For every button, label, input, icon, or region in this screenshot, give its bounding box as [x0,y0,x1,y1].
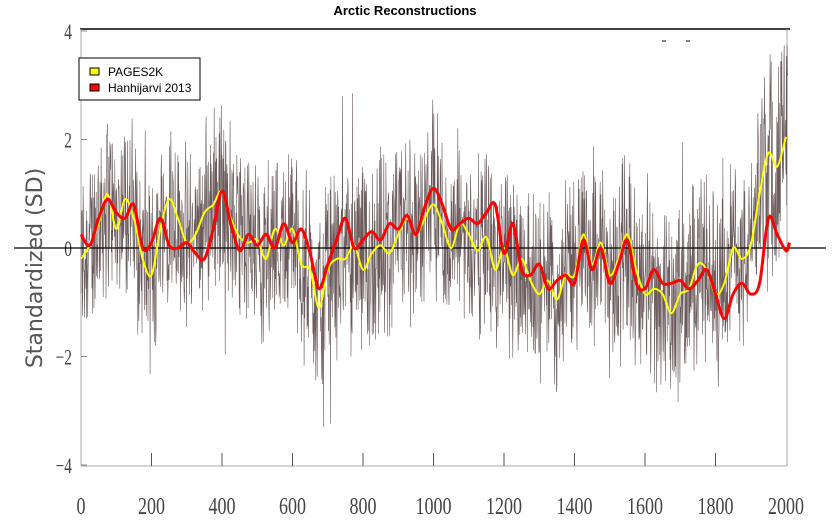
y-tick-label: 4 [64,20,72,44]
y-axis-label: Standardized (SD) [23,168,48,368]
series-group [79,136,791,320]
x-tick-label: 400 [209,493,236,520]
x-tick-label: 1600 [627,493,663,520]
y-ticks: −4 −2 0 2 4 [56,20,87,479]
annual-series [80,45,789,428]
series-line-hanhijarvi-2013 [79,186,791,320]
x-tick-label: 2000 [768,493,804,520]
x-ticks: 0 200 400 600 800 1000 1200 1400 1600 1800 2000 [76,453,804,520]
y-tick-label: −4 [56,454,73,478]
chart-title: Arctic Reconstructions [333,3,476,18]
x-tick-label: 200 [138,493,165,520]
x-tick-label: 1800 [698,493,734,520]
y-tick-label: 0 [64,237,72,261]
x-tick-label: 1400 [557,493,593,520]
legend: PAGES2K Hanhijarvi 2013 [78,57,201,101]
legend-label-hanhijarvi: Hanhijarvi 2013 [108,81,192,95]
y-tick-label: 2 [64,129,72,153]
series-line-pages2k [80,136,787,315]
legend-swatch-hanhijarvi [89,83,100,92]
y-tick-label: −2 [56,346,72,370]
legend-box [78,57,201,101]
x-tick-label: 800 [350,493,377,520]
x-tick-label: 1200 [486,493,522,520]
x-tick-label: 0 [76,493,85,520]
x-tick-label: 600 [279,493,306,520]
legend-label-pages2k: PAGES2K [108,65,163,79]
legend-swatch-pages2k [89,67,100,76]
x-tick-label: 1000 [416,493,452,520]
annual-line [80,45,789,428]
